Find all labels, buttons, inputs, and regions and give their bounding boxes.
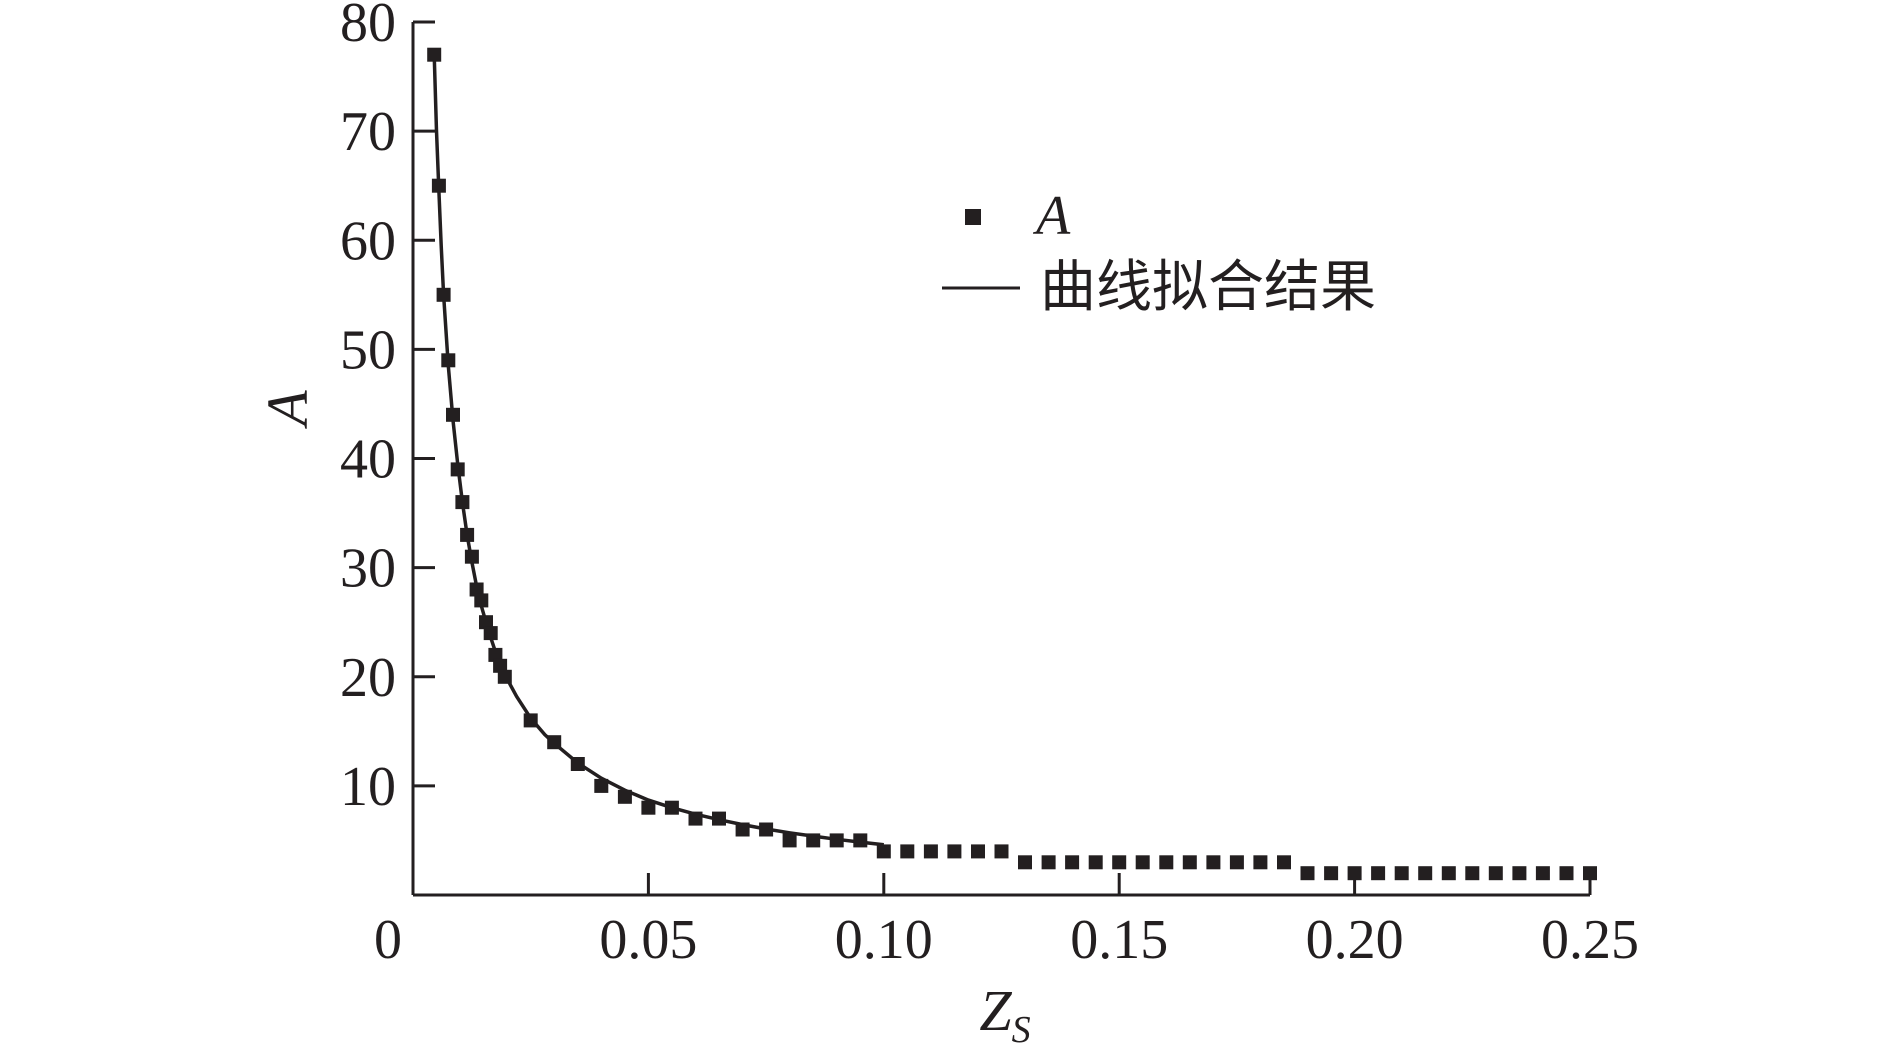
x-tick-label: 0.05 <box>599 909 697 971</box>
x-tick-label: 0.20 <box>1306 909 1404 971</box>
data-point <box>1135 855 1150 870</box>
data-point <box>1253 855 1268 870</box>
data-point <box>1347 866 1362 881</box>
x-axis-title-main: Z <box>979 978 1012 1043</box>
data-point <box>735 822 750 837</box>
y-tick-label: 10 <box>340 756 396 818</box>
data-point <box>1300 866 1315 881</box>
data-point <box>469 582 484 597</box>
data-point <box>1182 855 1197 870</box>
data-point <box>853 833 868 848</box>
data-point <box>1512 866 1527 881</box>
data-point <box>455 495 470 510</box>
data-point <box>1371 866 1386 881</box>
legend-marker-swatch <box>965 209 981 225</box>
data-point <box>1112 855 1127 870</box>
data-point <box>1488 866 1503 881</box>
data-point <box>947 844 962 859</box>
data-point <box>806 833 821 848</box>
data-point <box>688 811 703 826</box>
y-tick-label: 80 <box>340 0 396 54</box>
data-point <box>1018 855 1032 870</box>
data-point <box>759 822 774 837</box>
data-point <box>664 800 679 815</box>
data-point <box>460 527 475 542</box>
data-point <box>900 844 915 859</box>
data-point <box>641 800 656 815</box>
x-tick-label: 0 <box>374 909 402 971</box>
data-point <box>1229 855 1244 870</box>
fit-line-group <box>432 54 884 847</box>
y-tick-label: 50 <box>340 319 396 381</box>
fit-curve <box>432 54 884 847</box>
y-tick-label: 60 <box>340 210 396 272</box>
x-axis-title-subscript: S <box>1012 1009 1031 1044</box>
y-tick-label: 40 <box>340 429 396 491</box>
data-point <box>1088 855 1103 870</box>
data-point <box>876 844 891 859</box>
x-ticks: 0 0.05 0.10 0.15 0.20 0.25 <box>374 873 1639 971</box>
data-point <box>488 647 503 662</box>
data-point <box>464 549 479 564</box>
data-point <box>1418 866 1433 881</box>
data-point <box>712 811 726 826</box>
data-point <box>479 615 493 630</box>
data-point <box>450 462 465 477</box>
data-point <box>446 407 460 422</box>
data-point <box>441 353 456 368</box>
data-point <box>971 844 985 859</box>
y-axis-title: A <box>255 390 320 430</box>
legend-label-fit: 曲线拟合结果 <box>1040 257 1376 319</box>
x-tick-label: 0.25 <box>1541 909 1639 971</box>
data-point <box>782 833 797 848</box>
data-point <box>1535 866 1550 881</box>
data-point <box>1159 855 1174 870</box>
data-point <box>1559 866 1574 881</box>
x-tick-label: 0.15 <box>1070 909 1168 971</box>
x-axis-title: ZS <box>979 978 1030 1044</box>
data-point <box>1583 866 1597 881</box>
data-point <box>497 669 512 684</box>
data-point <box>427 47 442 62</box>
data-point <box>547 735 562 750</box>
data-point <box>474 593 489 608</box>
data-point <box>1441 866 1456 881</box>
data-point <box>436 287 451 302</box>
data-point <box>1394 866 1409 881</box>
data-point <box>1324 866 1339 881</box>
y-ticks: 10 20 30 40 50 60 70 80 <box>340 0 435 818</box>
legend: A 曲线拟合结果 <box>942 185 1376 319</box>
data-point <box>1465 866 1480 881</box>
data-point <box>570 757 585 771</box>
data-point <box>1277 855 1291 870</box>
data-point <box>493 658 508 673</box>
data-markers <box>427 47 1597 881</box>
y-tick-label: 70 <box>340 101 396 163</box>
data-point <box>594 778 609 793</box>
data-point <box>1206 855 1221 870</box>
legend-label-markers: A <box>1032 185 1071 247</box>
data-point <box>431 178 446 193</box>
data-point <box>994 844 1009 859</box>
y-tick-label: 30 <box>340 538 396 600</box>
y-tick-label: 20 <box>340 647 396 709</box>
data-point <box>1065 855 1080 870</box>
data-point <box>829 833 844 848</box>
data-point <box>483 626 498 641</box>
data-point <box>617 789 632 804</box>
data-point <box>923 844 938 859</box>
data-point <box>523 713 538 728</box>
axes <box>411 22 1590 897</box>
x-tick-label: 0.10 <box>835 909 933 971</box>
data-point <box>1041 855 1056 870</box>
